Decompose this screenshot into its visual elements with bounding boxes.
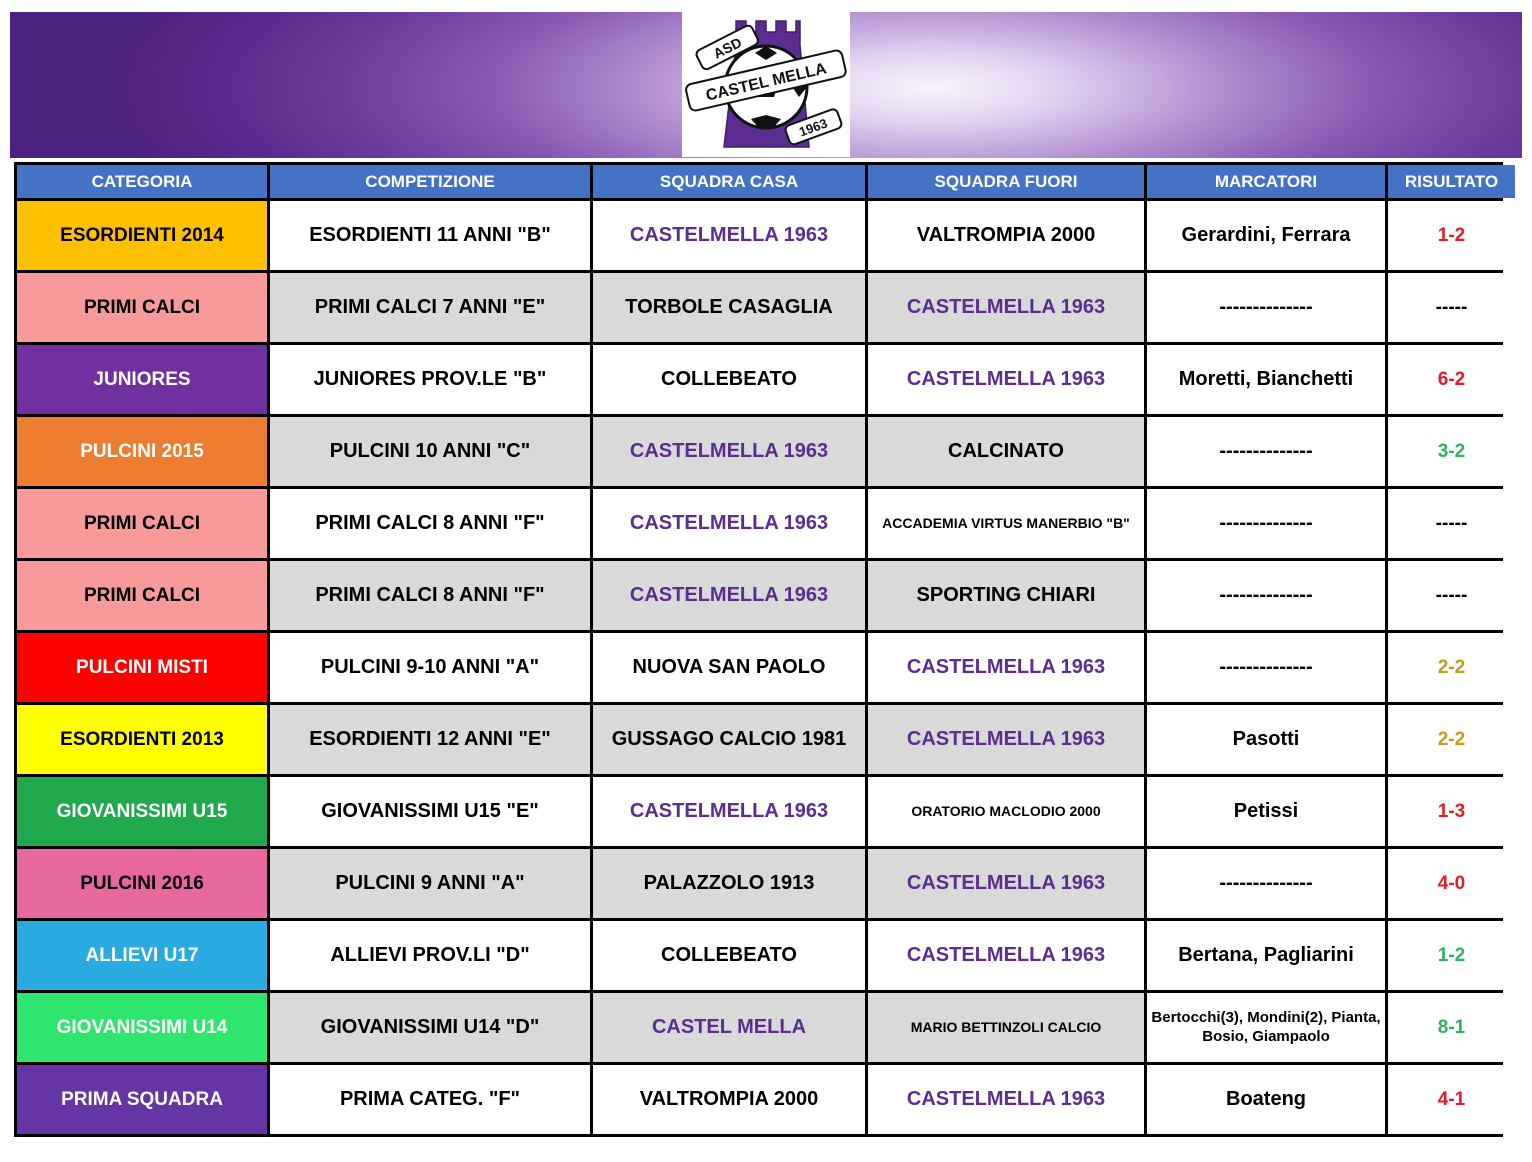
- competition-cell: PULCINI 10 ANNI "C": [270, 417, 590, 486]
- result-cell: -----: [1388, 489, 1515, 558]
- away-team-cell: ACCADEMIA VIRTUS MANERBIO "B": [868, 489, 1144, 558]
- away-team-cell: CASTELMELLA 1963: [868, 345, 1144, 414]
- result-cell: 3-2: [1388, 417, 1515, 486]
- competition-cell: PRIMI CALCI 8 ANNI "F": [270, 561, 590, 630]
- home-team-cell: PALAZZOLO 1913: [593, 849, 865, 918]
- result-cell: 1-2: [1388, 201, 1515, 270]
- header-cell: CATEGORIA: [17, 165, 267, 198]
- home-team-cell: CASTEL MELLA: [593, 993, 865, 1062]
- category-cell: ESORDIENTI 2013: [17, 705, 267, 774]
- result-cell: 6-2: [1388, 345, 1515, 414]
- competition-cell: ALLIEVI PROV.LI "D": [270, 921, 590, 990]
- result-cell: 4-1: [1388, 1065, 1515, 1134]
- scorers-cell: Gerardini, Ferrara: [1147, 201, 1385, 270]
- scorers-cell: Bertana, Pagliarini: [1147, 921, 1385, 990]
- results-table: CATEGORIA COMPETIZIONE SQUADRA CASA SQUADRA…: [14, 162, 1515, 1137]
- away-team-cell: CASTELMELLA 1963: [868, 705, 1144, 774]
- scorers-cell: --------------: [1147, 273, 1385, 342]
- scorers-cell: --------------: [1147, 489, 1385, 558]
- category-cell: ALLIEVI U17: [17, 921, 267, 990]
- scorers-cell: --------------: [1147, 417, 1385, 486]
- home-team-cell: CASTELMELLA 1963: [593, 489, 865, 558]
- club-logo: ASD CASTEL MELLA 1963: [682, 5, 850, 157]
- result-cell: 1-2: [1388, 921, 1515, 990]
- category-cell: PRIMI CALCI: [17, 273, 267, 342]
- competition-cell: ESORDIENTI 12 ANNI "E": [270, 705, 590, 774]
- category-cell: JUNIORES: [17, 345, 267, 414]
- scorers-cell: Pasotti: [1147, 705, 1385, 774]
- home-team-cell: NUOVA SAN PAOLO: [593, 633, 865, 702]
- result-cell: 4-0: [1388, 849, 1515, 918]
- competition-cell: ESORDIENTI 11 ANNI "B": [270, 201, 590, 270]
- home-team-cell: COLLEBEATO: [593, 345, 865, 414]
- home-team-cell: VALTROMPIA 2000: [593, 1065, 865, 1134]
- away-team-cell: CASTELMELLA 1963: [868, 273, 1144, 342]
- home-team-cell: CASTELMELLA 1963: [593, 777, 865, 846]
- scorers-cell: --------------: [1147, 633, 1385, 702]
- away-team-cell: CASTELMELLA 1963: [868, 633, 1144, 702]
- header-cell: RISULTATO: [1388, 165, 1515, 198]
- category-cell: GIOVANISSIMI U15: [17, 777, 267, 846]
- competition-cell: GIOVANISSIMI U15 "E": [270, 777, 590, 846]
- competition-cell: PULCINI 9-10 ANNI "A": [270, 633, 590, 702]
- away-team-cell: CASTELMELLA 1963: [868, 921, 1144, 990]
- category-cell: PULCINI MISTI: [17, 633, 267, 702]
- category-cell: PRIMI CALCI: [17, 489, 267, 558]
- competition-cell: JUNIORES PROV.LE "B": [270, 345, 590, 414]
- away-team-cell: CASTELMELLA 1963: [868, 1065, 1144, 1134]
- result-cell: 8-1: [1388, 993, 1515, 1062]
- header-cell: COMPETIZIONE: [270, 165, 590, 198]
- club-logo-graphic: ASD CASTEL MELLA 1963: [685, 20, 847, 148]
- home-team-cell: GUSSAGO CALCIO 1981: [593, 705, 865, 774]
- home-team-cell: CASTELMELLA 1963: [593, 561, 865, 630]
- competition-cell: GIOVANISSIMI U14 "D": [270, 993, 590, 1062]
- home-team-cell: TORBOLE CASAGLIA: [593, 273, 865, 342]
- result-cell: -----: [1388, 561, 1515, 630]
- scorers-cell: Petissi: [1147, 777, 1385, 846]
- category-cell: PRIMA SQUADRA: [17, 1065, 267, 1134]
- scorers-cell: --------------: [1147, 561, 1385, 630]
- scorers-cell: Moretti, Bianchetti: [1147, 345, 1385, 414]
- scorers-cell: Bertocchi(3), Mondini(2), Pianta, Bosio,…: [1147, 993, 1385, 1062]
- header-cell: SQUADRA FUORI: [868, 165, 1144, 198]
- category-cell: PRIMI CALCI: [17, 561, 267, 630]
- away-team-cell: CALCINATO: [868, 417, 1144, 486]
- away-team-cell: ORATORIO MACLODIO 2000: [868, 777, 1144, 846]
- category-cell: PULCINI 2015: [17, 417, 267, 486]
- home-team-cell: COLLEBEATO: [593, 921, 865, 990]
- category-cell: GIOVANISSIMI U14: [17, 993, 267, 1062]
- competition-cell: PRIMA CATEG. "F": [270, 1065, 590, 1134]
- category-cell: PULCINI 2016: [17, 849, 267, 918]
- competition-cell: PULCINI 9 ANNI "A": [270, 849, 590, 918]
- scorers-cell: Boateng: [1147, 1065, 1385, 1134]
- home-team-cell: CASTELMELLA 1963: [593, 201, 865, 270]
- result-cell: 1-3: [1388, 777, 1515, 846]
- header-cell: SQUADRA CASA: [593, 165, 865, 198]
- away-team-cell: SPORTING CHIARI: [868, 561, 1144, 630]
- result-cell: 2-2: [1388, 633, 1515, 702]
- home-team-cell: CASTELMELLA 1963: [593, 417, 865, 486]
- ribbon-year: 1963: [784, 108, 843, 146]
- competition-cell: PRIMI CALCI 7 ANNI "E": [270, 273, 590, 342]
- header-cell: MARCATORI: [1147, 165, 1385, 198]
- result-cell: 2-2: [1388, 705, 1515, 774]
- scorers-cell: --------------: [1147, 849, 1385, 918]
- result-cell: -----: [1388, 273, 1515, 342]
- header-banner: ASD CASTEL MELLA 1963: [10, 5, 1522, 158]
- away-team-cell: VALTROMPIA 2000: [868, 201, 1144, 270]
- competition-cell: PRIMI CALCI 8 ANNI "F": [270, 489, 590, 558]
- away-team-cell: MARIO BETTINZOLI CALCIO: [868, 993, 1144, 1062]
- away-team-cell: CASTELMELLA 1963: [868, 849, 1144, 918]
- category-cell: ESORDIENTI 2014: [17, 201, 267, 270]
